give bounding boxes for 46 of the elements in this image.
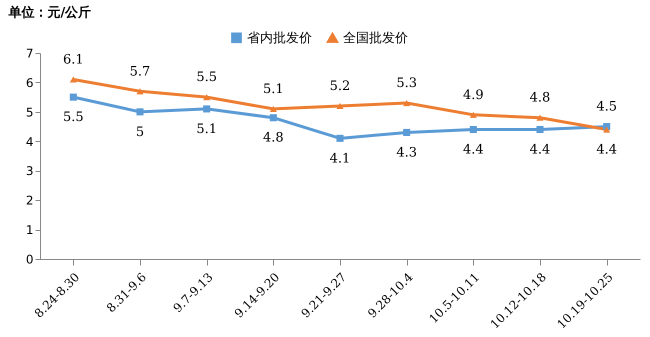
y-tick-label: 1 <box>26 223 34 238</box>
data-label: 5.7 <box>130 64 150 80</box>
data-label: 5.5 <box>62 110 84 126</box>
data-label: 5.2 <box>330 78 350 94</box>
point <box>136 88 144 94</box>
data-label: 5.5 <box>196 70 218 86</box>
y-tick-label: 4 <box>26 134 34 149</box>
data-label: 5.1 <box>262 82 284 97</box>
y-tick-label: 2 <box>26 194 34 208</box>
data-label: 4.5 <box>596 100 618 115</box>
data-label: 4.4 <box>462 142 484 158</box>
point <box>470 126 477 134</box>
data-label: 4.4 <box>530 142 550 158</box>
y-tick-label: 3 <box>26 164 34 178</box>
point <box>70 76 77 83</box>
data-label: 5 <box>136 124 144 140</box>
point <box>336 102 344 110</box>
point <box>270 114 277 122</box>
point <box>603 126 610 133</box>
point <box>136 108 144 116</box>
point <box>536 114 544 121</box>
data-label: 5.1 <box>196 122 218 137</box>
y-axis-title: 单位：元/公斤 <box>8 4 92 20</box>
y-tick-label: 5 <box>26 105 34 120</box>
point <box>336 134 344 142</box>
data-label: 4.8 <box>530 90 550 106</box>
data-label: 4.1 <box>330 151 350 166</box>
y-tick-label: 7 <box>26 46 34 60</box>
y-tick-label: 0 <box>26 252 34 266</box>
data-label: 6.1 <box>62 52 84 68</box>
data-label: 4.9 <box>462 88 484 103</box>
point <box>536 126 544 134</box>
point <box>203 105 210 112</box>
point <box>403 100 410 106</box>
data-label: 4.8 <box>262 130 284 146</box>
data-label: 5.3 <box>396 76 418 92</box>
point <box>203 94 210 100</box>
point <box>470 112 477 118</box>
point <box>403 128 410 136</box>
legend-label: 全国批发价 <box>343 31 408 46</box>
point <box>270 106 277 112</box>
data-label: 4.3 <box>396 145 418 160</box>
legend-label: 省内批发价 <box>247 30 312 46</box>
point <box>70 94 77 101</box>
data-label: 4.4 <box>596 142 618 158</box>
y-tick-label: 6 <box>26 76 34 90</box>
